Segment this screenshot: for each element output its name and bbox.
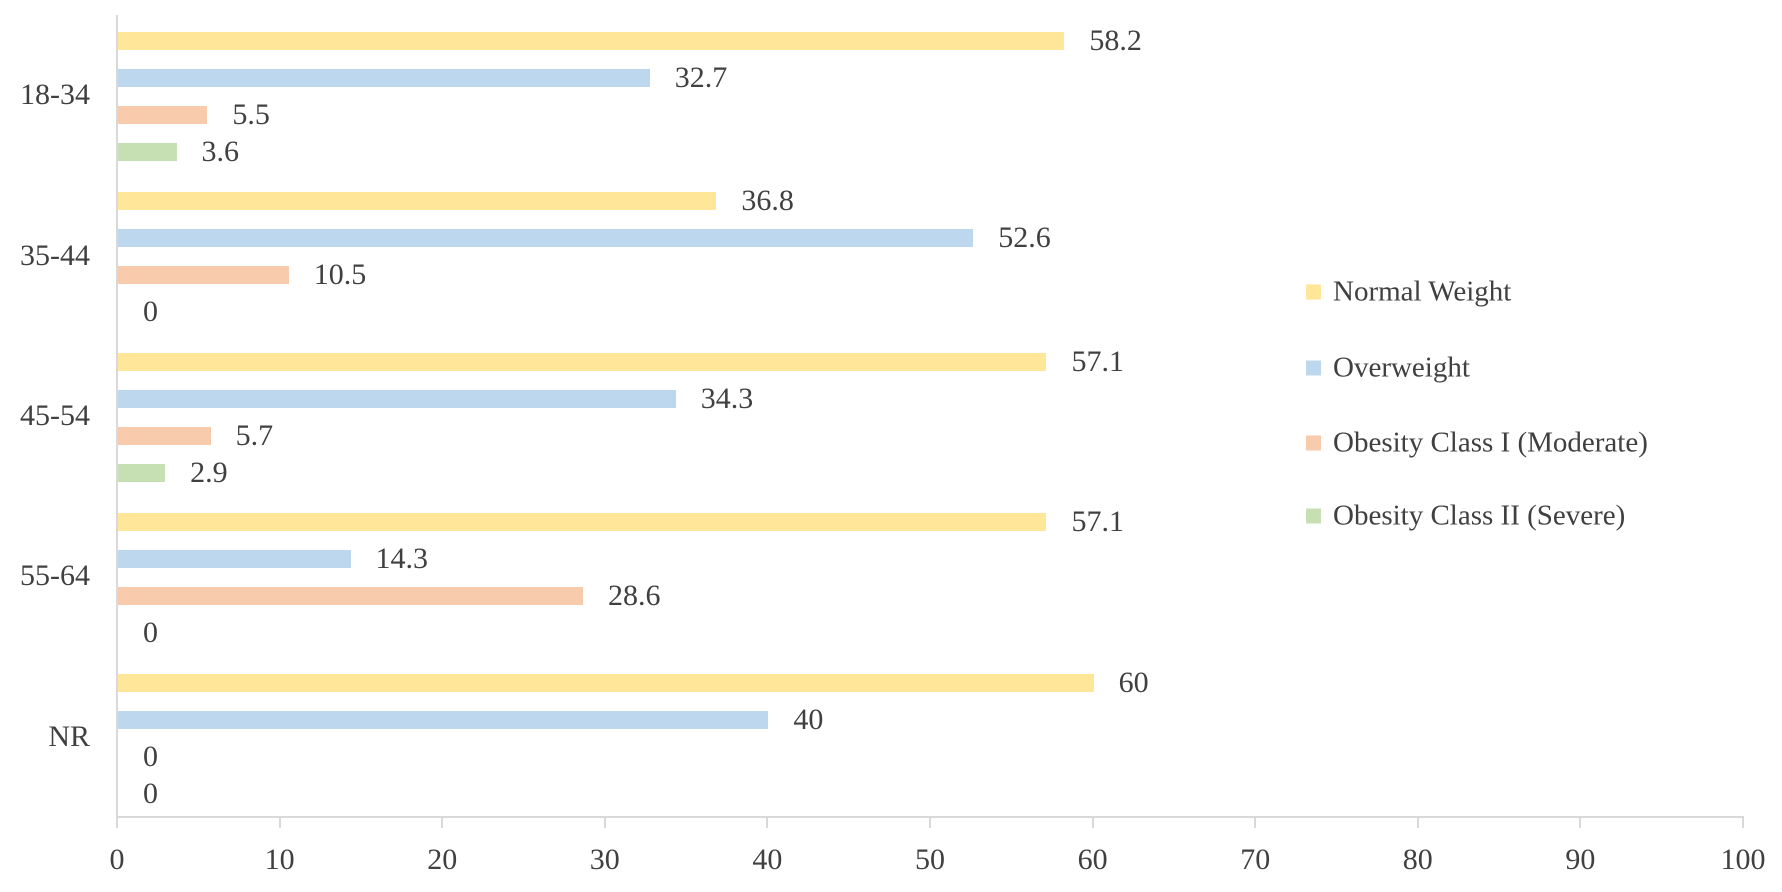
value-label-obesity-class-i-moderate-18-34: 5.5 <box>232 98 270 131</box>
x-axis-tick-label: 60 <box>1077 843 1108 876</box>
x-axis-tick <box>1254 816 1257 828</box>
value-label-obesity-class-ii-severe-nr: 0 <box>143 776 158 810</box>
x-axis-tick <box>766 816 769 828</box>
legend-label: Normal Weight <box>1333 275 1512 308</box>
value-label-obesity-class-i-moderate-35-44: 10.5 <box>313 258 367 292</box>
x-axis-tick <box>278 816 281 828</box>
legend-item: Obesity Class I (Moderate) <box>1306 427 1648 460</box>
x-axis-tick <box>441 816 444 828</box>
x-axis-tick <box>929 816 931 828</box>
bar-overweight-nr <box>118 710 769 729</box>
legend-label: Overweight <box>1333 351 1470 384</box>
x-axis-tick-label: 80 <box>1402 843 1433 876</box>
x-axis-tick <box>1742 816 1744 828</box>
value-label-normal-weight-55-64: 57.1 <box>1071 505 1124 539</box>
value-label-normal-weight-nr: 60 <box>1118 665 1149 699</box>
value-label-obesity-class-ii-severe-35-44: 0 <box>143 295 158 329</box>
bar-normal-weight-45-54 <box>118 352 1047 371</box>
value-label-obesity-class-i-moderate-45-54: 5.7 <box>235 418 274 452</box>
x-axis-tick <box>1579 816 1582 828</box>
category-label: 35-44 <box>20 238 90 272</box>
value-label-obesity-class-ii-severe-55-64: 0 <box>143 616 158 650</box>
value-label-overweight-nr: 40 <box>793 702 824 736</box>
value-label-overweight-18-34: 32.7 <box>674 61 728 94</box>
bar-obesity-class-ii-severe-45-54 <box>118 463 166 482</box>
legend-item: Normal Weight <box>1306 276 1511 309</box>
x-axis-tick <box>1416 816 1419 828</box>
legend-swatch-icon <box>1306 360 1321 376</box>
category-label: 45-54 <box>20 399 90 432</box>
value-label-overweight-45-54: 34.3 <box>700 381 754 415</box>
category-label: 18-34 <box>20 78 90 112</box>
bar-obesity-class-ii-severe-18-34 <box>118 143 177 161</box>
legend-swatch-icon <box>1306 508 1321 524</box>
x-axis-tick-label: 100 <box>1720 843 1766 876</box>
x-axis-tick-label: 20 <box>427 843 458 876</box>
x-axis-tick <box>1091 816 1094 828</box>
category-label: NR <box>48 719 90 753</box>
bar-obesity-class-i-moderate-35-44 <box>118 266 289 285</box>
bar-overweight-55-64 <box>118 550 351 569</box>
value-label-obesity-class-i-moderate-55-64: 28.6 <box>608 579 661 613</box>
x-axis-tick-label: 10 <box>264 843 295 876</box>
x-axis-tick-label: 40 <box>752 843 783 876</box>
bar-overweight-35-44 <box>118 229 974 248</box>
legend-label: Obesity Class I (Moderate) <box>1333 426 1648 459</box>
bar-normal-weight-18-34 <box>118 32 1065 50</box>
bar-overweight-45-54 <box>118 389 676 408</box>
value-label-normal-weight-35-44: 36.8 <box>741 184 794 218</box>
value-label-overweight-35-44: 52.6 <box>998 221 1051 255</box>
value-label-obesity-class-ii-severe-18-34: 3.6 <box>201 135 240 168</box>
x-axis-tick <box>116 816 118 828</box>
value-label-normal-weight-18-34: 58.2 <box>1089 24 1142 57</box>
bar-obesity-class-i-moderate-45-54 <box>118 426 211 445</box>
y-axis-line <box>116 15 118 828</box>
x-axis-tick <box>603 816 606 828</box>
bar-normal-weight-55-64 <box>118 513 1047 532</box>
bar-obesity-class-i-moderate-18-34 <box>118 106 208 124</box>
value-label-obesity-class-i-moderate-nr: 0 <box>143 739 158 773</box>
category-label: 55-64 <box>20 559 90 593</box>
bar-normal-weight-nr <box>118 673 1094 692</box>
value-label-obesity-class-ii-severe-45-54: 2.9 <box>190 455 228 489</box>
legend-item: Obesity Class II (Severe) <box>1306 500 1625 533</box>
x-axis-tick-label: 50 <box>915 843 945 876</box>
x-axis-tick-label: 90 <box>1565 843 1596 876</box>
legend-swatch-icon <box>1306 284 1321 300</box>
bar-overweight-18-34 <box>118 69 650 87</box>
bar-normal-weight-35-44 <box>118 192 717 211</box>
bar-obesity-class-i-moderate-55-64 <box>118 587 584 606</box>
legend-swatch-icon <box>1306 435 1321 451</box>
x-axis-tick-label: 0 <box>109 843 125 876</box>
x-axis-tick-label: 70 <box>1240 843 1271 876</box>
legend-item: Overweight <box>1306 352 1470 385</box>
value-label-overweight-55-64: 14.3 <box>375 542 429 576</box>
value-label-normal-weight-45-54: 57.1 <box>1071 344 1124 378</box>
legend-label: Obesity Class II (Severe) <box>1333 499 1626 532</box>
x-axis-tick-label: 30 <box>589 843 620 876</box>
